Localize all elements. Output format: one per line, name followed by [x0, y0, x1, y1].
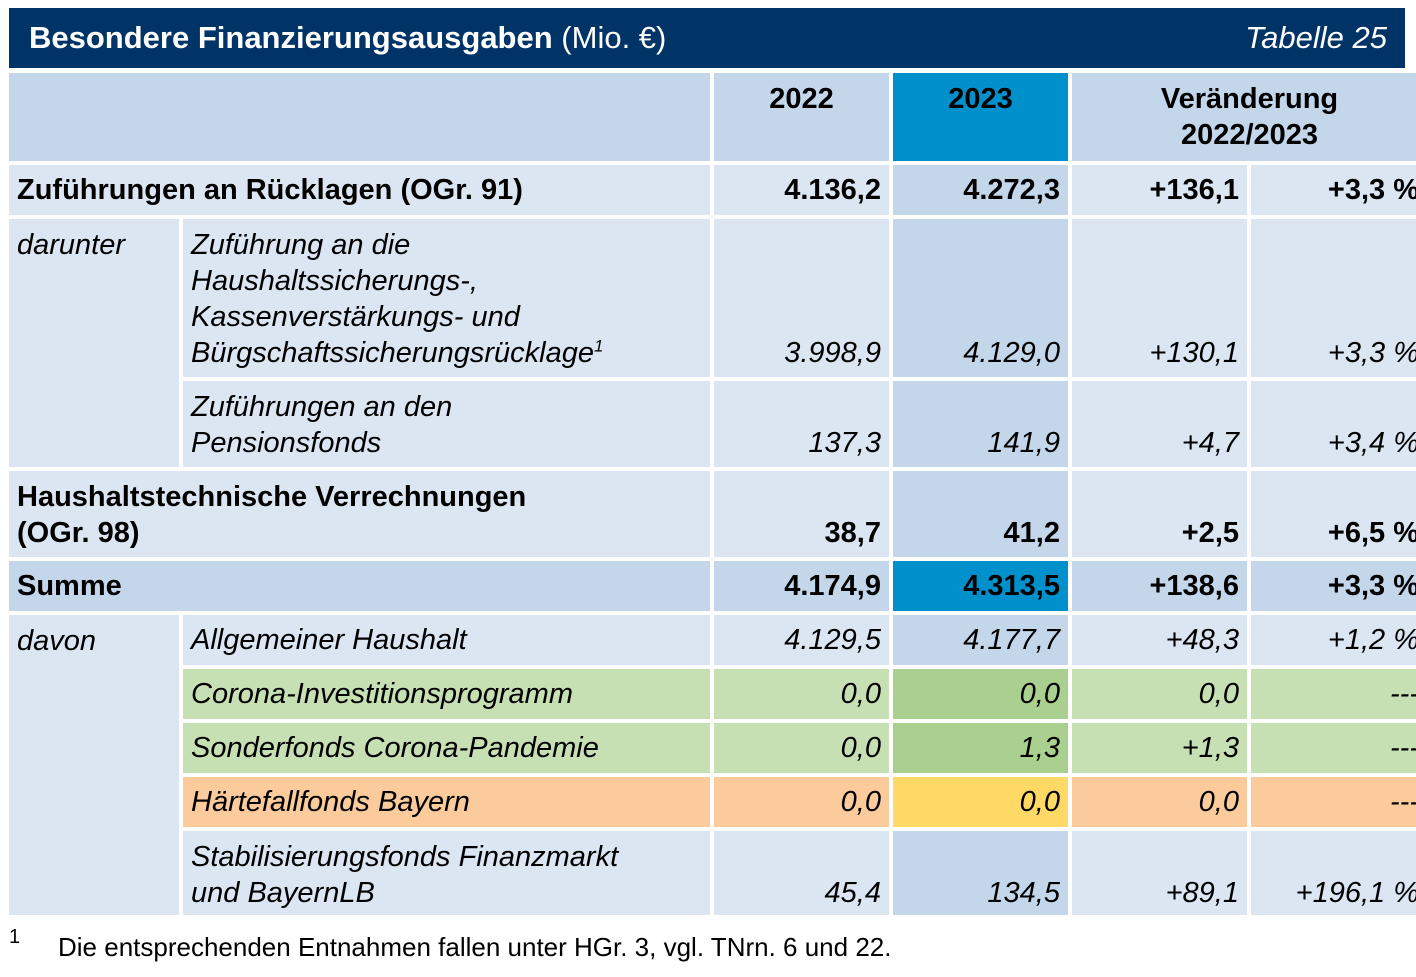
value-pct: +6,5 % [1251, 471, 1416, 557]
financing-table: 2022 2023 Veränderung 2022/2023 Zuführung… [5, 69, 1416, 919]
value-abs: 0,0 [1072, 777, 1247, 827]
value-2022: 137,3 [714, 381, 889, 467]
value-pct: --- [1251, 669, 1416, 719]
value-pct: --- [1251, 723, 1416, 773]
darunter-label: darunter [9, 219, 179, 467]
value-pct: +3,4 % [1251, 381, 1416, 467]
value-2022: 3.998,9 [714, 219, 889, 377]
row-label: Stabilisierungsfonds Finanzmarkt und Bay… [183, 831, 710, 915]
value-2023: 4.272,3 [893, 165, 1068, 215]
value-2023: 134,5 [893, 831, 1068, 915]
row-label: Sonderfonds Corona-Pandemie [183, 723, 710, 773]
value-2022: 38,7 [714, 471, 889, 557]
value-abs: +1,3 [1072, 723, 1247, 773]
value-pct: +3,3 % [1251, 219, 1416, 377]
header-2022: 2022 [714, 73, 889, 161]
row-label: Summe [9, 561, 710, 611]
footnote-ref: 1 [593, 336, 604, 356]
row-pensionsfonds: Zuführungen an den Pensionsfonds 137,3 1… [9, 381, 1416, 467]
value-2022: 4.174,9 [714, 561, 889, 611]
row-sonderfonds: Sonderfonds Corona-Pandemie 0,0 1,3 +1,3… [9, 723, 1416, 773]
value-abs: +136,1 [1072, 165, 1247, 215]
row-label: Zuführungen an den Pensionsfonds [183, 381, 710, 467]
row-label: Zuführung an die Haushaltssicherungs-, K… [183, 219, 710, 377]
value-abs: +2,5 [1072, 471, 1247, 557]
value-2022: 0,0 [714, 669, 889, 719]
header-2023: 2023 [893, 73, 1068, 161]
value-2023: 4.313,5 [893, 561, 1068, 611]
footnote-text: Die entsprechenden Entnahmen fallen unte… [58, 932, 892, 962]
value-abs: +4,7 [1072, 381, 1247, 467]
table-number: Tabelle 25 [1245, 20, 1387, 55]
davon-label: davon [9, 615, 179, 915]
value-2022: 45,4 [714, 831, 889, 915]
value-2023: 0,0 [893, 669, 1068, 719]
header-empty-cell [9, 73, 710, 161]
value-abs: 0,0 [1072, 669, 1247, 719]
row-summe: Summe 4.174,9 4.313,5 +138,6 +3,3 % [9, 561, 1416, 611]
row-corona-invest: Corona-Investitionsprogramm 0,0 0,0 0,0 … [9, 669, 1416, 719]
row-stabilisierung: Stabilisierungsfonds Finanzmarkt und Bay… [9, 831, 1416, 915]
value-2023: 1,3 [893, 723, 1068, 773]
value-abs: +138,6 [1072, 561, 1247, 611]
value-pct: +3,3 % [1251, 165, 1416, 215]
value-pct: +1,2 % [1251, 615, 1416, 665]
row-verrechnungen: Haushaltstechnische Verrechnungen (OGr. … [9, 471, 1416, 557]
row-label: Allgemeiner Haushalt [183, 615, 710, 665]
value-2023: 4.129,0 [893, 219, 1068, 377]
value-2022: 0,0 [714, 777, 889, 827]
value-2023: 41,2 [893, 471, 1068, 557]
row-haushaltssicherung: darunter Zuführung an die Haushaltssiche… [9, 219, 1416, 467]
header-change: Veränderung 2022/2023 [1072, 73, 1416, 161]
row-label: Härtefallfonds Bayern [183, 777, 710, 827]
value-pct: --- [1251, 777, 1416, 827]
value-2023: 4.177,7 [893, 615, 1068, 665]
value-pct: +3,3 % [1251, 561, 1416, 611]
value-2023: 0,0 [893, 777, 1068, 827]
table-title: Besondere Finanzierungsausgaben (Mio. €) [29, 20, 667, 55]
row-label: Zuführungen an Rücklagen (OGr. 91) [9, 165, 710, 215]
value-2022: 4.136,2 [714, 165, 889, 215]
table-title-bar: Besondere Finanzierungsausgaben (Mio. €)… [9, 8, 1405, 68]
row-label: Corona-Investitionsprogramm [183, 669, 710, 719]
row-allgemein: davon Allgemeiner Haushalt 4.129,5 4.177… [9, 615, 1416, 915]
row-haertefall: Härtefallfonds Bayern 0,0 0,0 0,0 --- [9, 777, 1416, 827]
header-row: 2022 2023 Veränderung 2022/2023 [9, 73, 1416, 161]
value-pct: +196,1 % [1251, 831, 1416, 915]
value-2023: 141,9 [893, 381, 1068, 467]
footnote-mark: 1 [9, 926, 21, 948]
value-2022: 4.129,5 [714, 615, 889, 665]
row-zufuehrungen: Zuführungen an Rücklagen (OGr. 91) 4.136… [9, 165, 1416, 215]
value-2022: 0,0 [714, 723, 889, 773]
value-abs: +130,1 [1072, 219, 1247, 377]
row-label: Haushaltstechnische Verrechnungen (OGr. … [9, 471, 710, 557]
value-abs: +48,3 [1072, 615, 1247, 665]
value-abs: +89,1 [1072, 831, 1247, 915]
